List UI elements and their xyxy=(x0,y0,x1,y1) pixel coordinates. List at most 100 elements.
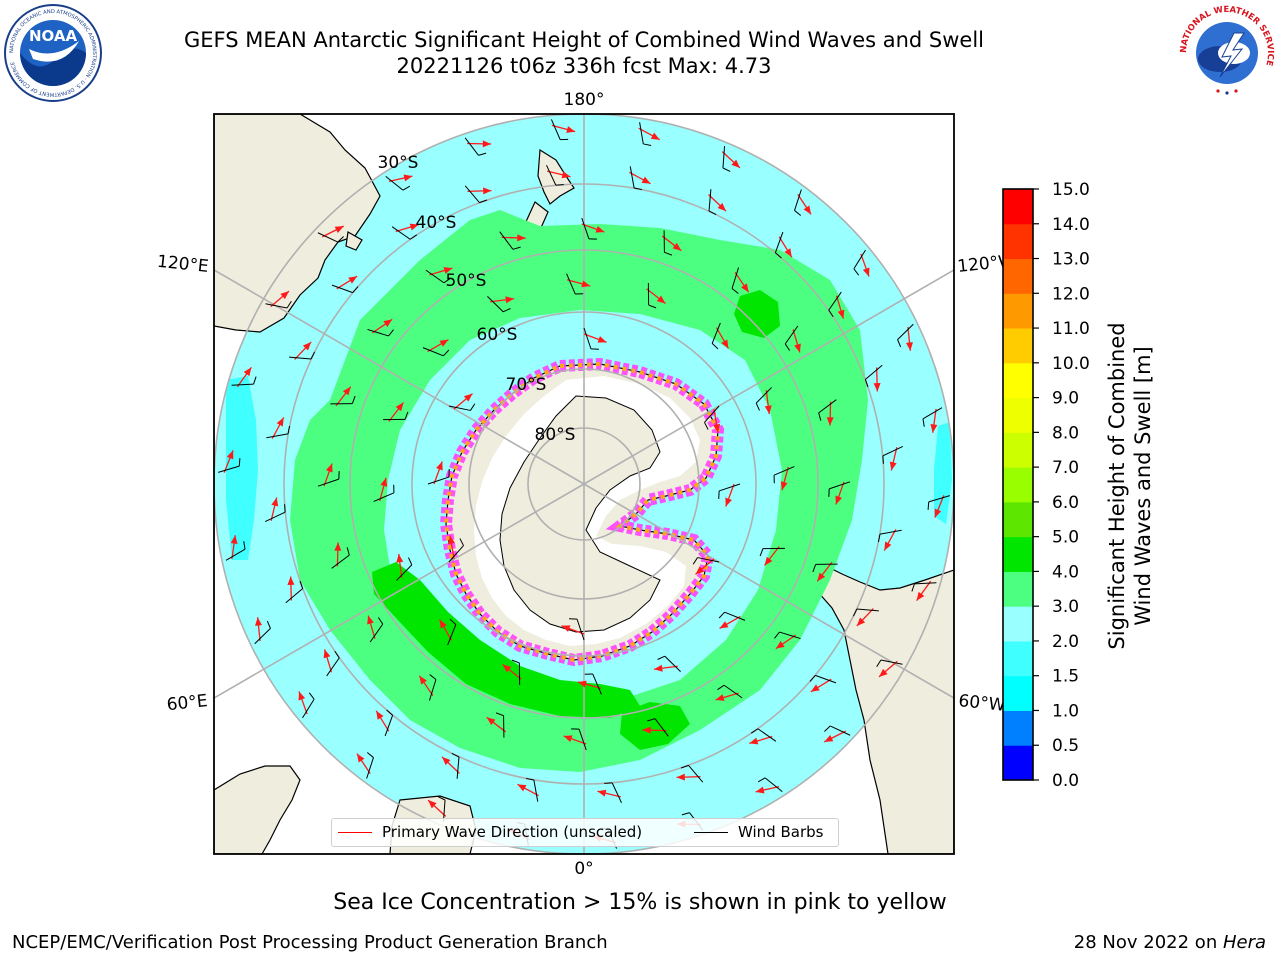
wave-arrow xyxy=(467,140,492,148)
wind-barb xyxy=(266,425,291,439)
wave-arrow xyxy=(563,735,587,745)
colorbar-tick-label: 11.0 xyxy=(1052,319,1090,339)
map-area xyxy=(214,114,954,854)
wind-barb xyxy=(302,692,315,719)
wave-arrow xyxy=(889,447,898,471)
wind-barb xyxy=(369,617,384,643)
wind-barb xyxy=(604,782,622,804)
wave-arrow xyxy=(725,483,735,507)
wave-arrow xyxy=(755,785,780,794)
wave-arrow xyxy=(581,223,605,233)
colorbar-segment xyxy=(1003,536,1033,572)
wind-barb xyxy=(569,618,585,641)
wave-arrow xyxy=(597,789,621,798)
wind-barb xyxy=(464,185,488,204)
wave-arrow xyxy=(367,615,376,639)
wave-arrow xyxy=(661,235,682,252)
colorbar-tick-label: 5.0 xyxy=(1052,528,1079,548)
wave-arrow xyxy=(713,408,721,433)
wind-barb xyxy=(680,764,704,783)
wind-barb xyxy=(448,403,476,411)
wave-band-3m xyxy=(290,210,868,772)
wind-barb xyxy=(692,557,720,565)
wave-arrow xyxy=(433,461,443,485)
nws-logo-icon: NATIONAL WEATHER SERVICE xyxy=(1179,5,1275,101)
wave-band-low-left xyxy=(226,376,258,560)
colorbar-segment xyxy=(1003,571,1033,607)
wind-barb xyxy=(584,673,602,695)
wind-barb xyxy=(448,538,464,563)
wind-barb xyxy=(566,273,584,295)
land-tasmania xyxy=(345,231,363,251)
wind-barb xyxy=(396,557,413,581)
wind-barb xyxy=(663,230,673,256)
lon-label-60w: 60°W xyxy=(957,691,1006,716)
wind-barb xyxy=(755,387,772,411)
colorbar: 0.0 0.5 1.0 1.5 2.0 3.0 4.0 5.0 6.0 7.0 8.0 9.0 10.0… xyxy=(1003,180,1090,791)
wave-arrow xyxy=(695,558,715,575)
wave-arrow xyxy=(334,542,342,567)
colorbar-title-line1: Significant Height of Combined xyxy=(1105,322,1129,649)
wave-arrow xyxy=(486,716,507,733)
wind-barb xyxy=(717,684,743,699)
wave-arrow xyxy=(271,417,285,439)
wave-arrow xyxy=(388,402,404,422)
wave-arrow xyxy=(547,170,571,179)
wind-barb xyxy=(824,725,851,736)
wave-arrow xyxy=(856,608,874,627)
colorbar-tick-label: 0.0 xyxy=(1052,771,1079,791)
wave-arrow xyxy=(826,401,834,426)
wave-arrow xyxy=(287,576,295,601)
wave-arrow xyxy=(642,726,667,734)
wave-band-4m-b xyxy=(620,702,690,750)
legend-item-wind-barbs: Wind Barbs xyxy=(694,823,823,841)
wave-arrow xyxy=(298,691,308,715)
wave-arrow xyxy=(638,127,661,141)
wave-arrow xyxy=(708,194,727,212)
wave-arrow xyxy=(778,236,793,258)
colorbar-segment xyxy=(1003,467,1033,503)
wind-barb xyxy=(750,728,777,742)
wave-arrow xyxy=(490,296,515,304)
lat-label-60s: 60°S xyxy=(477,325,518,345)
wave-arrow xyxy=(517,783,539,797)
wind-barb xyxy=(447,618,457,646)
wind-barb xyxy=(759,547,785,557)
wind-barb xyxy=(774,631,801,640)
wind-barb xyxy=(639,122,652,147)
wind-barb xyxy=(373,484,395,502)
footer-date-text: 28 Nov 2022 on xyxy=(1073,932,1223,953)
legend-label-wave-direction: Primary Wave Direction (unscaled) xyxy=(382,823,643,841)
wave-arrow xyxy=(418,675,434,696)
wind-barb xyxy=(495,712,505,738)
wave-arrow xyxy=(379,477,388,502)
wind-barb xyxy=(317,471,340,487)
wave-arrow xyxy=(395,223,419,233)
wind-barb xyxy=(629,166,643,191)
wind-barb xyxy=(657,655,681,672)
colorbar-segment xyxy=(1003,189,1033,225)
colorbar-segment xyxy=(1003,606,1033,642)
wave-arrow xyxy=(447,535,455,560)
wind-barb xyxy=(876,659,903,668)
wave-arrow xyxy=(372,318,393,334)
wind-barb xyxy=(794,189,802,216)
wave-arrow xyxy=(336,275,358,290)
wave-arrow xyxy=(792,329,801,353)
wave-arrow xyxy=(764,546,780,566)
wave-arrow xyxy=(427,339,449,353)
colorbar-segment xyxy=(1003,745,1033,781)
wave-arrow xyxy=(375,710,390,732)
wind-barb xyxy=(722,146,731,172)
wave-arrow xyxy=(719,615,741,629)
wind-barb xyxy=(583,327,599,350)
wave-arrow xyxy=(566,279,591,288)
wave-arrow xyxy=(270,290,290,308)
colorbar-segment xyxy=(1003,258,1033,294)
colorbar-segment xyxy=(1003,640,1033,677)
wind-barb xyxy=(818,399,837,421)
wind-barb xyxy=(285,580,304,604)
wind-barb xyxy=(231,376,257,386)
wind-barb xyxy=(927,495,950,510)
chart-title: GEFS MEAN Antarctic Significant Height o… xyxy=(183,28,985,52)
